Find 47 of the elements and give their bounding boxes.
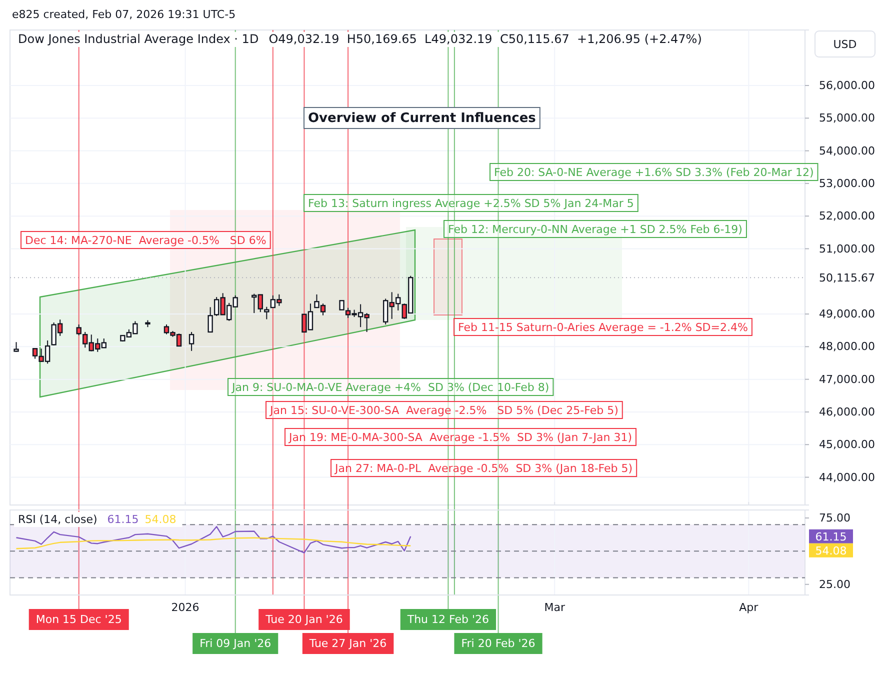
x-tick-label: 2026 [171, 601, 200, 614]
annotation: 61.15 [107, 513, 139, 526]
x-tick-label: Apr [739, 601, 759, 614]
ref-line-label: Tue 20 Jan '26 [264, 613, 343, 626]
annotation: Jan 15: SU-0-VE-300-SA Average -2.5% SD 5% (Dec 25-Feb 5) [269, 404, 618, 417]
y-tick-label: 54,000.00 [819, 144, 875, 158]
annotation: Overview of Current Influences [308, 111, 536, 126]
ref-line-label: Mon 15 Dec '25 [36, 613, 122, 626]
annotation: Feb 11-15 Saturn-0-Aries Average = -1.2% SD=2.4% [458, 321, 748, 334]
y-tick-label: 51,000.00 [819, 242, 875, 256]
y-tick-label: 52,000.00 [819, 210, 875, 223]
y-tick-label: 48,000.00 [819, 340, 875, 354]
y-tick-label: 46,000.00 [819, 405, 875, 418]
y-axis-title: USD [833, 38, 857, 51]
y-tick-label: 75.00 [819, 511, 850, 524]
annotation: Feb 12: Mercury-0-NN Average +1 SD 2.5% Feb 6-19) [448, 223, 742, 236]
y-tick-label: 55,000.00 [819, 112, 875, 125]
ref-line-label: 50,115.67 [819, 272, 875, 285]
chart-title: RSI (14, close) [18, 513, 98, 526]
ref-line-label: Tue 27 Jan '26 [308, 637, 387, 650]
ref-line-label: Fri 09 Jan '26 [200, 637, 272, 650]
annotation: Jan 9: SU-0-MA-0-VE Average +4% SD 3% (Dec 10-Feb 8) [231, 381, 550, 394]
y-tick-label: 45,000.00 [819, 438, 875, 452]
y-tick-label: 44,000.00 [819, 470, 875, 484]
y-tick-label: 49,000.00 [819, 308, 875, 321]
annotation: Dec 14: MA-270-NE Average -0.5% SD 6% [25, 234, 266, 247]
annotation: Jan 19: ME-0-MA-300-SA Average -1.5% SD 3% (Jan 7-Jan 31) [288, 431, 632, 444]
ref-line-label: Fri 20 Feb '26 [461, 637, 536, 650]
text: 54.08 [815, 544, 847, 558]
text: e825 created, Feb 07, 2026 19:31 UTC-5 [12, 8, 236, 21]
annotation: Feb 20: SA-0-NE Average +1.6% SD 3.3% (Feb 20-Mar 12) [494, 166, 814, 179]
candlestick [14, 342, 19, 352]
line-series [16, 526, 412, 554]
annotation: Feb 13: Saturn ingress Average +2.5% SD 5% Jan 24-Mar 5 [308, 197, 634, 210]
y-tick-label: 47,000.00 [819, 372, 875, 386]
y-tick-label: 56,000.00 [819, 79, 875, 92]
candlestick [188, 331, 194, 352]
y-tick-label: 25.00 [819, 578, 850, 591]
chart-subtitle: O49,032.19 H50,169.65 L49,032.19 C50,115.67 +1,206.95 (+2.47%) [268, 32, 702, 46]
annotation: 54.08 [144, 513, 176, 526]
ref-line-label: Thu 12 Feb '26 [406, 613, 490, 626]
chart-title: Dow Jones Industrial Average Index · 1D [18, 32, 259, 46]
line-series [16, 537, 412, 550]
annotation: Jan 27: MA-0-PL Average -0.5% SD 3% (Jan 18-Feb 5) [334, 462, 633, 475]
text: 61.15 [815, 530, 847, 544]
x-tick-label: Mar [544, 601, 566, 614]
y-tick-label: 53,000.00 [819, 176, 875, 190]
